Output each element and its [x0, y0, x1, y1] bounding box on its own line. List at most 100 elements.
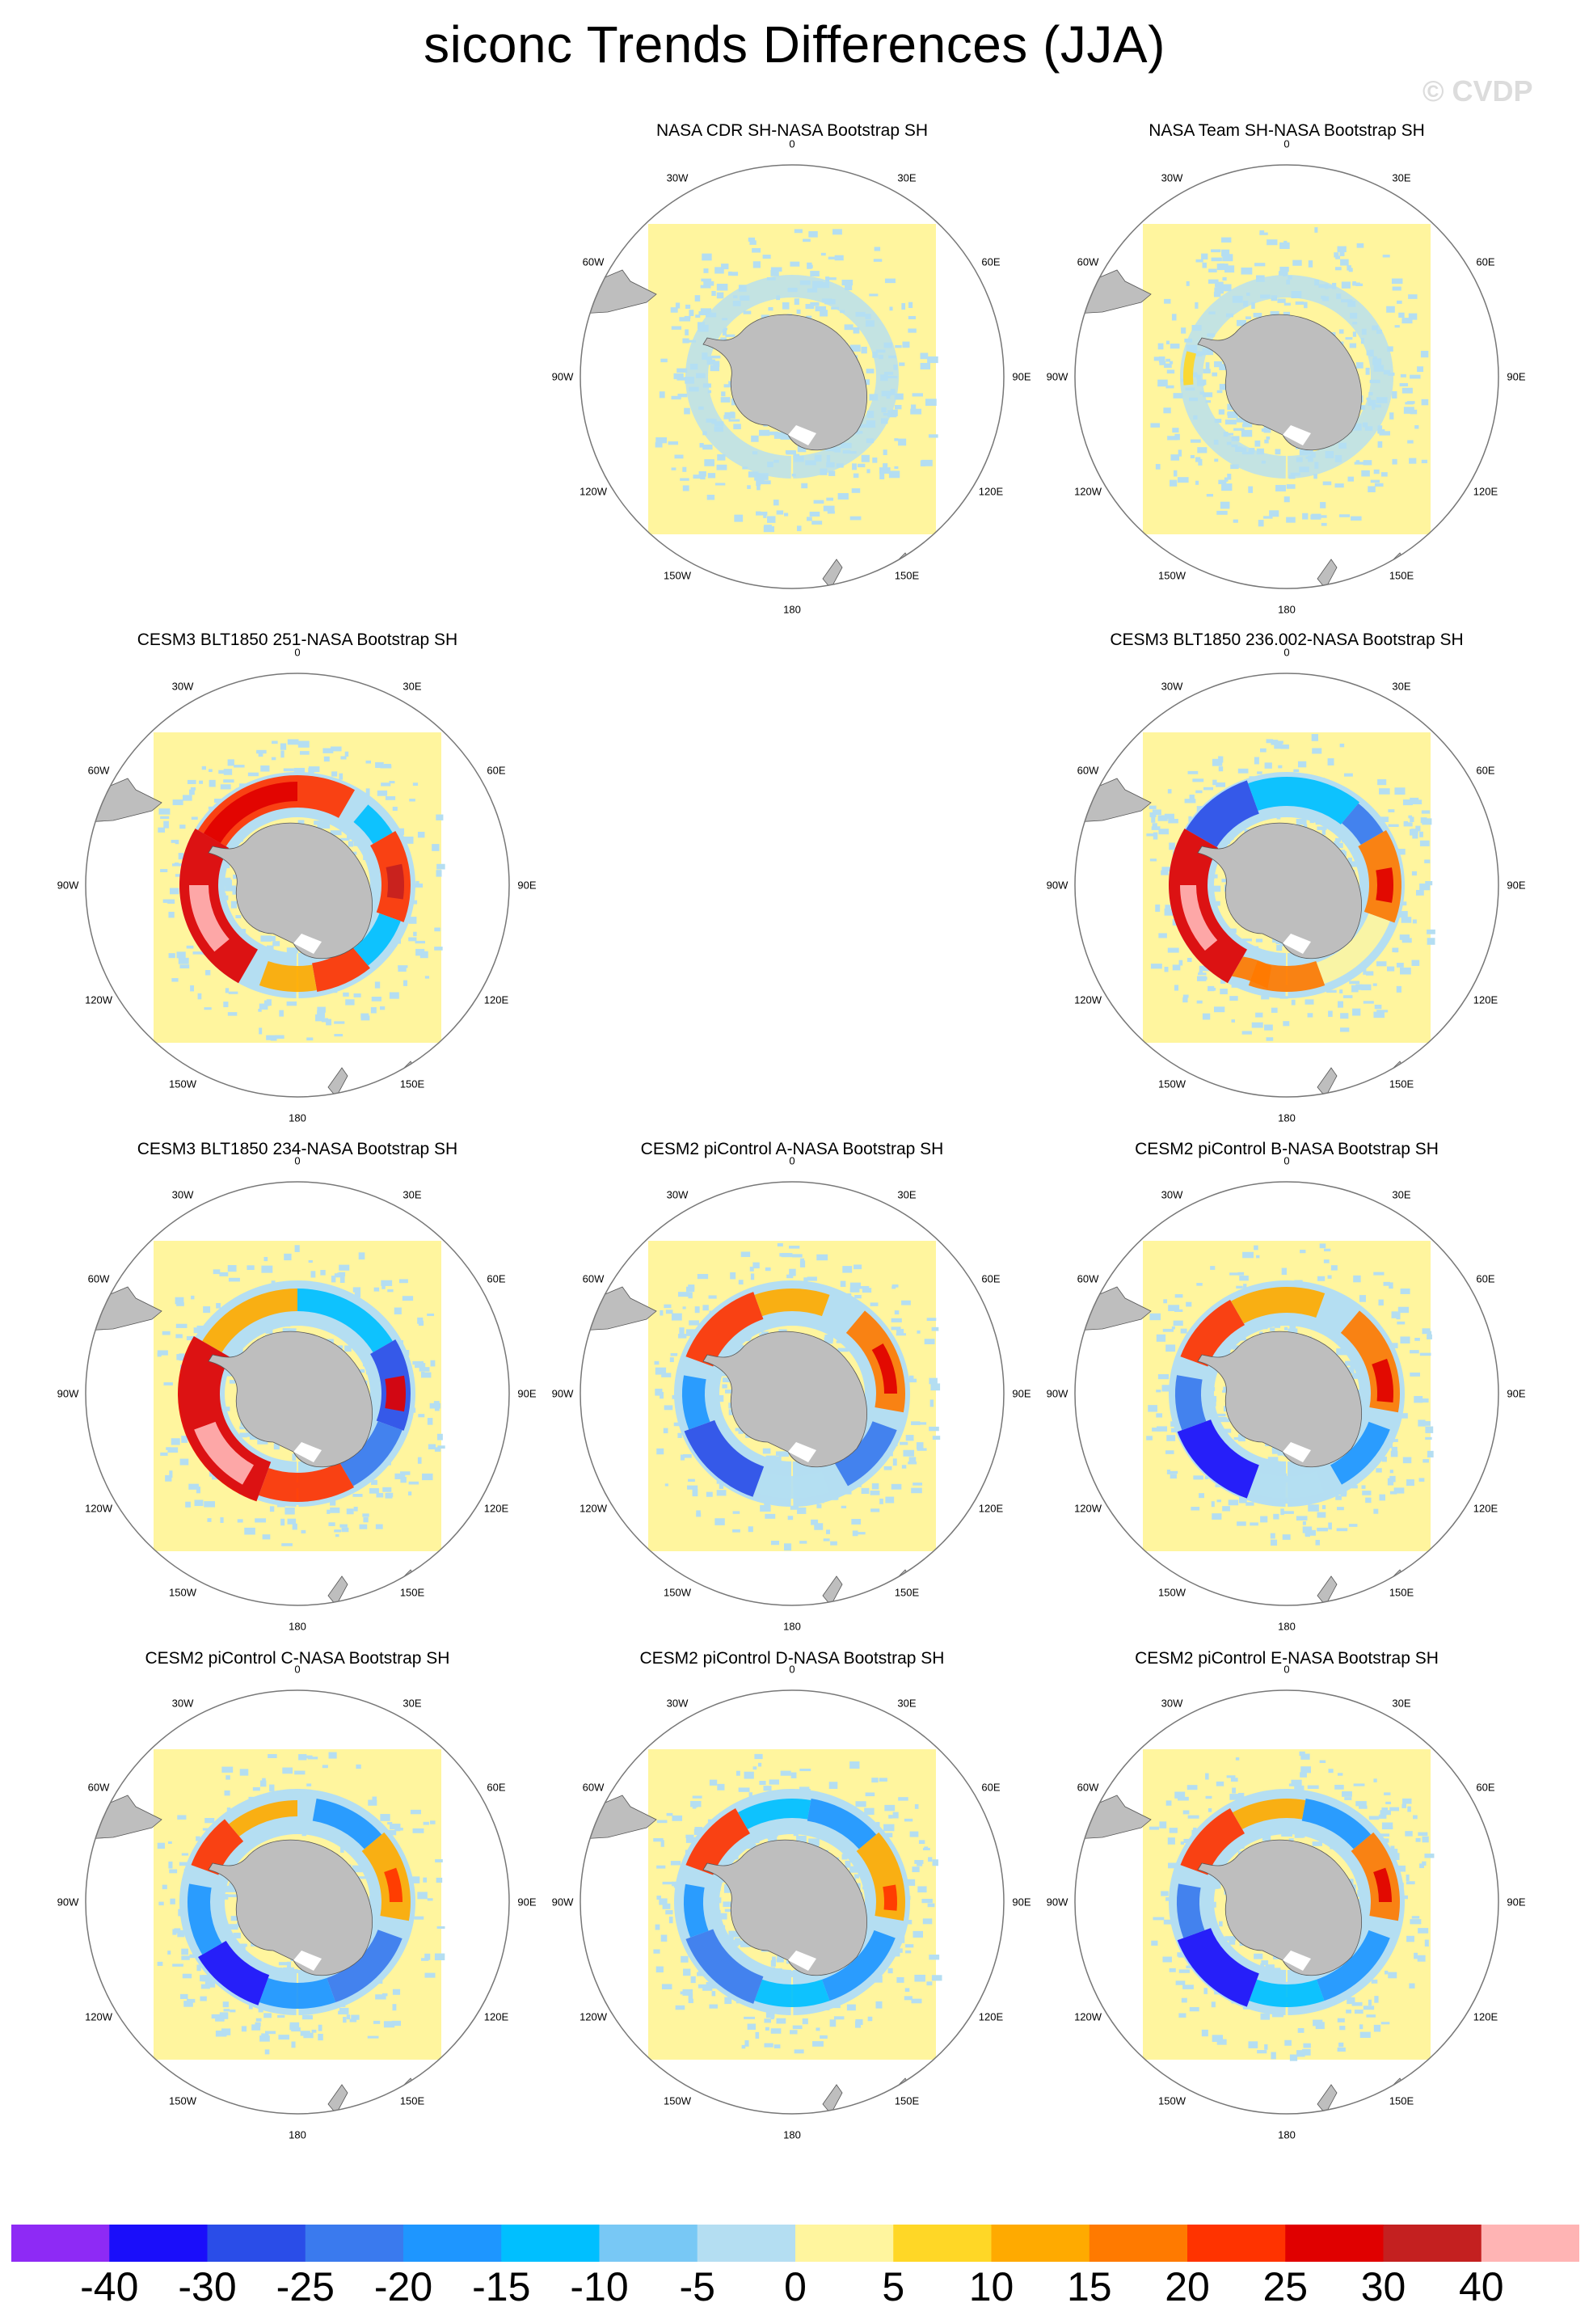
- speckle: [660, 1840, 664, 1847]
- polar-map: [1074, 164, 1499, 589]
- speckle: [856, 1532, 866, 1535]
- speckle: [1158, 356, 1165, 363]
- speckle: [1374, 1996, 1379, 2003]
- speckle: [1283, 1021, 1290, 1027]
- trend-anomaly: [353, 804, 393, 844]
- speckle: [436, 1877, 443, 1883]
- speckle: [269, 1506, 275, 1512]
- speckle: [158, 1901, 164, 1906]
- speckle: [1361, 1485, 1366, 1489]
- longitude-label: 90W: [551, 1896, 574, 1909]
- speckle: [1302, 512, 1309, 520]
- trend-anomaly: [1316, 913, 1390, 985]
- speckle: [299, 751, 310, 755]
- speckle: [1212, 885, 1221, 892]
- speckle: [292, 1523, 297, 1530]
- trend-anomaly: [682, 1375, 710, 1430]
- speckle: [1195, 790, 1203, 794]
- speckle: [168, 953, 175, 959]
- speckle: [1399, 934, 1410, 940]
- speckle: [719, 1483, 724, 1489]
- speckle: [381, 782, 391, 787]
- speckle: [1159, 361, 1166, 365]
- speckle: [1299, 1751, 1305, 1757]
- speckle: [1398, 312, 1405, 318]
- speckle: [905, 1944, 914, 1948]
- speckle: [172, 799, 183, 806]
- speckle: [1212, 372, 1218, 377]
- speckle: [1220, 989, 1228, 994]
- speckle: [434, 927, 440, 932]
- speckle: [1415, 1837, 1421, 1842]
- speckle: [251, 2024, 261, 2031]
- speckle: [1170, 1428, 1177, 1433]
- speckle: [722, 1384, 727, 1389]
- speckle: [197, 993, 202, 1000]
- tasmania: [1391, 1061, 1406, 1077]
- speckle: [861, 346, 867, 354]
- speckle: [661, 1984, 672, 1989]
- speckle: [879, 1498, 883, 1504]
- speckle: [1401, 387, 1413, 394]
- speckle: [1165, 1450, 1174, 1454]
- speckle: [1216, 1781, 1224, 1786]
- speckle: [1237, 1792, 1245, 1799]
- speckle: [1233, 1436, 1241, 1440]
- speckle: [334, 1021, 345, 1024]
- speckle: [370, 1006, 377, 1014]
- speckle: [414, 1916, 424, 1920]
- speckle: [809, 511, 820, 517]
- speckle: [412, 782, 419, 787]
- ice-shelf: [293, 1951, 322, 1971]
- speckle: [289, 1328, 297, 1334]
- longitude-label: 60W: [87, 1272, 110, 1285]
- trend-anomaly: [754, 1979, 830, 2007]
- speckle: [1261, 995, 1270, 1000]
- speckle: [781, 1253, 793, 1258]
- speckle: [1414, 1395, 1423, 1403]
- trend-anomaly: [203, 782, 297, 843]
- speckle: [1411, 960, 1420, 966]
- speckle: [1195, 259, 1203, 263]
- longitude-label: 90W: [57, 1387, 79, 1400]
- longitude-label: 30W: [1161, 171, 1183, 184]
- speckle: [1355, 362, 1364, 369]
- speckle: [1177, 1796, 1189, 1801]
- longitude-label: 0: [1283, 137, 1290, 150]
- speckle: [662, 1903, 671, 1909]
- speckle: [1334, 267, 1342, 271]
- speckle: [1231, 436, 1240, 441]
- speckle: [794, 298, 799, 305]
- longitude-label: 180: [289, 1620, 306, 1633]
- longitude-label: 120E: [1473, 993, 1498, 1006]
- speckle: [1392, 1343, 1398, 1348]
- speckle: [1216, 510, 1228, 515]
- longitude-label: 90E: [1012, 370, 1031, 383]
- speckle: [181, 1853, 189, 1856]
- speckle: [1297, 2027, 1304, 2033]
- longitude-label: 180: [1278, 1111, 1296, 1124]
- speckle: [849, 516, 862, 521]
- speckle: [789, 1268, 796, 1276]
- speckle: [412, 1360, 424, 1365]
- longitude-label: 150W: [1158, 1586, 1186, 1599]
- speckle: [1410, 1372, 1420, 1377]
- speckle: [307, 1757, 318, 1760]
- speckle: [1218, 766, 1224, 772]
- antarctica-landmass: [1197, 1331, 1362, 1468]
- speckle: [684, 407, 690, 415]
- colorbar-swatch: [795, 2225, 894, 2262]
- speckle: [330, 1500, 336, 1506]
- speckle: [660, 1310, 664, 1316]
- speckle: [190, 985, 195, 992]
- longitude-label: 180: [289, 2128, 306, 2141]
- speckle: [734, 514, 744, 522]
- speckle: [1171, 1326, 1175, 1330]
- speckle: [1260, 748, 1267, 753]
- speckle: [1384, 1970, 1389, 1975]
- speckle: [1403, 407, 1414, 414]
- speckle: [703, 268, 709, 273]
- speckle: [1228, 432, 1233, 436]
- speckle: [834, 255, 844, 261]
- speckle: [823, 1538, 830, 1542]
